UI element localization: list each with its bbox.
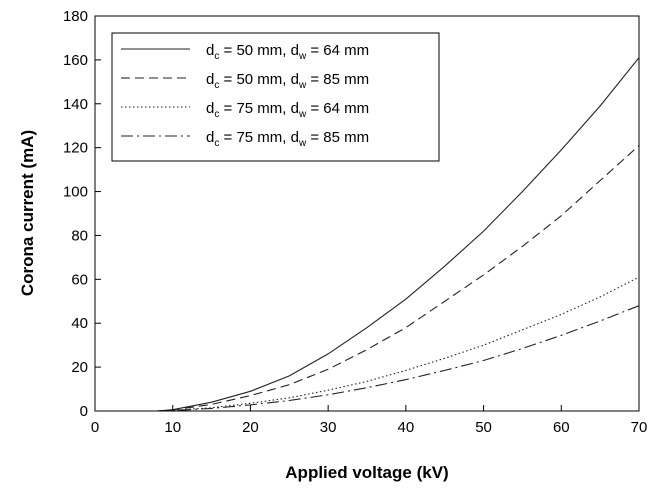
y-tick-label: 180 bbox=[63, 8, 88, 25]
y-tick-label: 120 bbox=[63, 140, 88, 157]
y-ticks: 0 20 40 60 80 100 120 140 160 180 bbox=[63, 8, 101, 420]
legend-label-1: dc = 50 mm, dw = 64 mm bbox=[206, 42, 369, 62]
legend-label-4: dc = 75 mm, dw = 85 mm bbox=[206, 129, 369, 149]
legend: dc = 50 mm, dw = 64 mm dc = 50 mm, dw = 8… bbox=[111, 32, 440, 162]
y-tick-label: 160 bbox=[63, 52, 88, 69]
y-tick-label: 60 bbox=[71, 271, 88, 288]
x-tick-label: 70 bbox=[631, 419, 648, 436]
x-tick-label: 0 bbox=[91, 419, 99, 436]
y-tick-label: 80 bbox=[71, 227, 88, 244]
x-tick-label: 10 bbox=[164, 419, 181, 436]
legend-box bbox=[111, 32, 440, 162]
plot-frame bbox=[94, 15, 640, 412]
x-tick-label: 60 bbox=[553, 419, 570, 436]
y-tick-label: 40 bbox=[71, 315, 88, 332]
x-axis-title: Applied voltage (kV) bbox=[285, 463, 448, 482]
series-line-2 bbox=[157, 145, 640, 412]
legend-label-3: dc = 75 mm, dw = 64 mm bbox=[206, 100, 369, 120]
y-tick-label: 0 bbox=[80, 403, 88, 420]
x-tick-label: 50 bbox=[475, 419, 492, 436]
series-line-3 bbox=[157, 276, 640, 412]
x-tick-label: 40 bbox=[398, 419, 415, 436]
y-axis-title: Corona current (mA) bbox=[18, 130, 37, 296]
x-tick-label: 30 bbox=[320, 419, 337, 436]
x-tick-label: 20 bbox=[242, 419, 259, 436]
series-line-1 bbox=[157, 57, 640, 412]
series-layer bbox=[157, 57, 640, 412]
y-tick-label: 20 bbox=[71, 359, 88, 376]
y-tick-label: 100 bbox=[63, 184, 88, 201]
x-ticks: 0 10 20 30 40 50 60 70 bbox=[91, 405, 648, 436]
series-line-4 bbox=[157, 305, 640, 412]
y-tick-label: 140 bbox=[63, 96, 88, 113]
legend-label-2: dc = 50 mm, dw = 85 mm bbox=[206, 71, 369, 91]
